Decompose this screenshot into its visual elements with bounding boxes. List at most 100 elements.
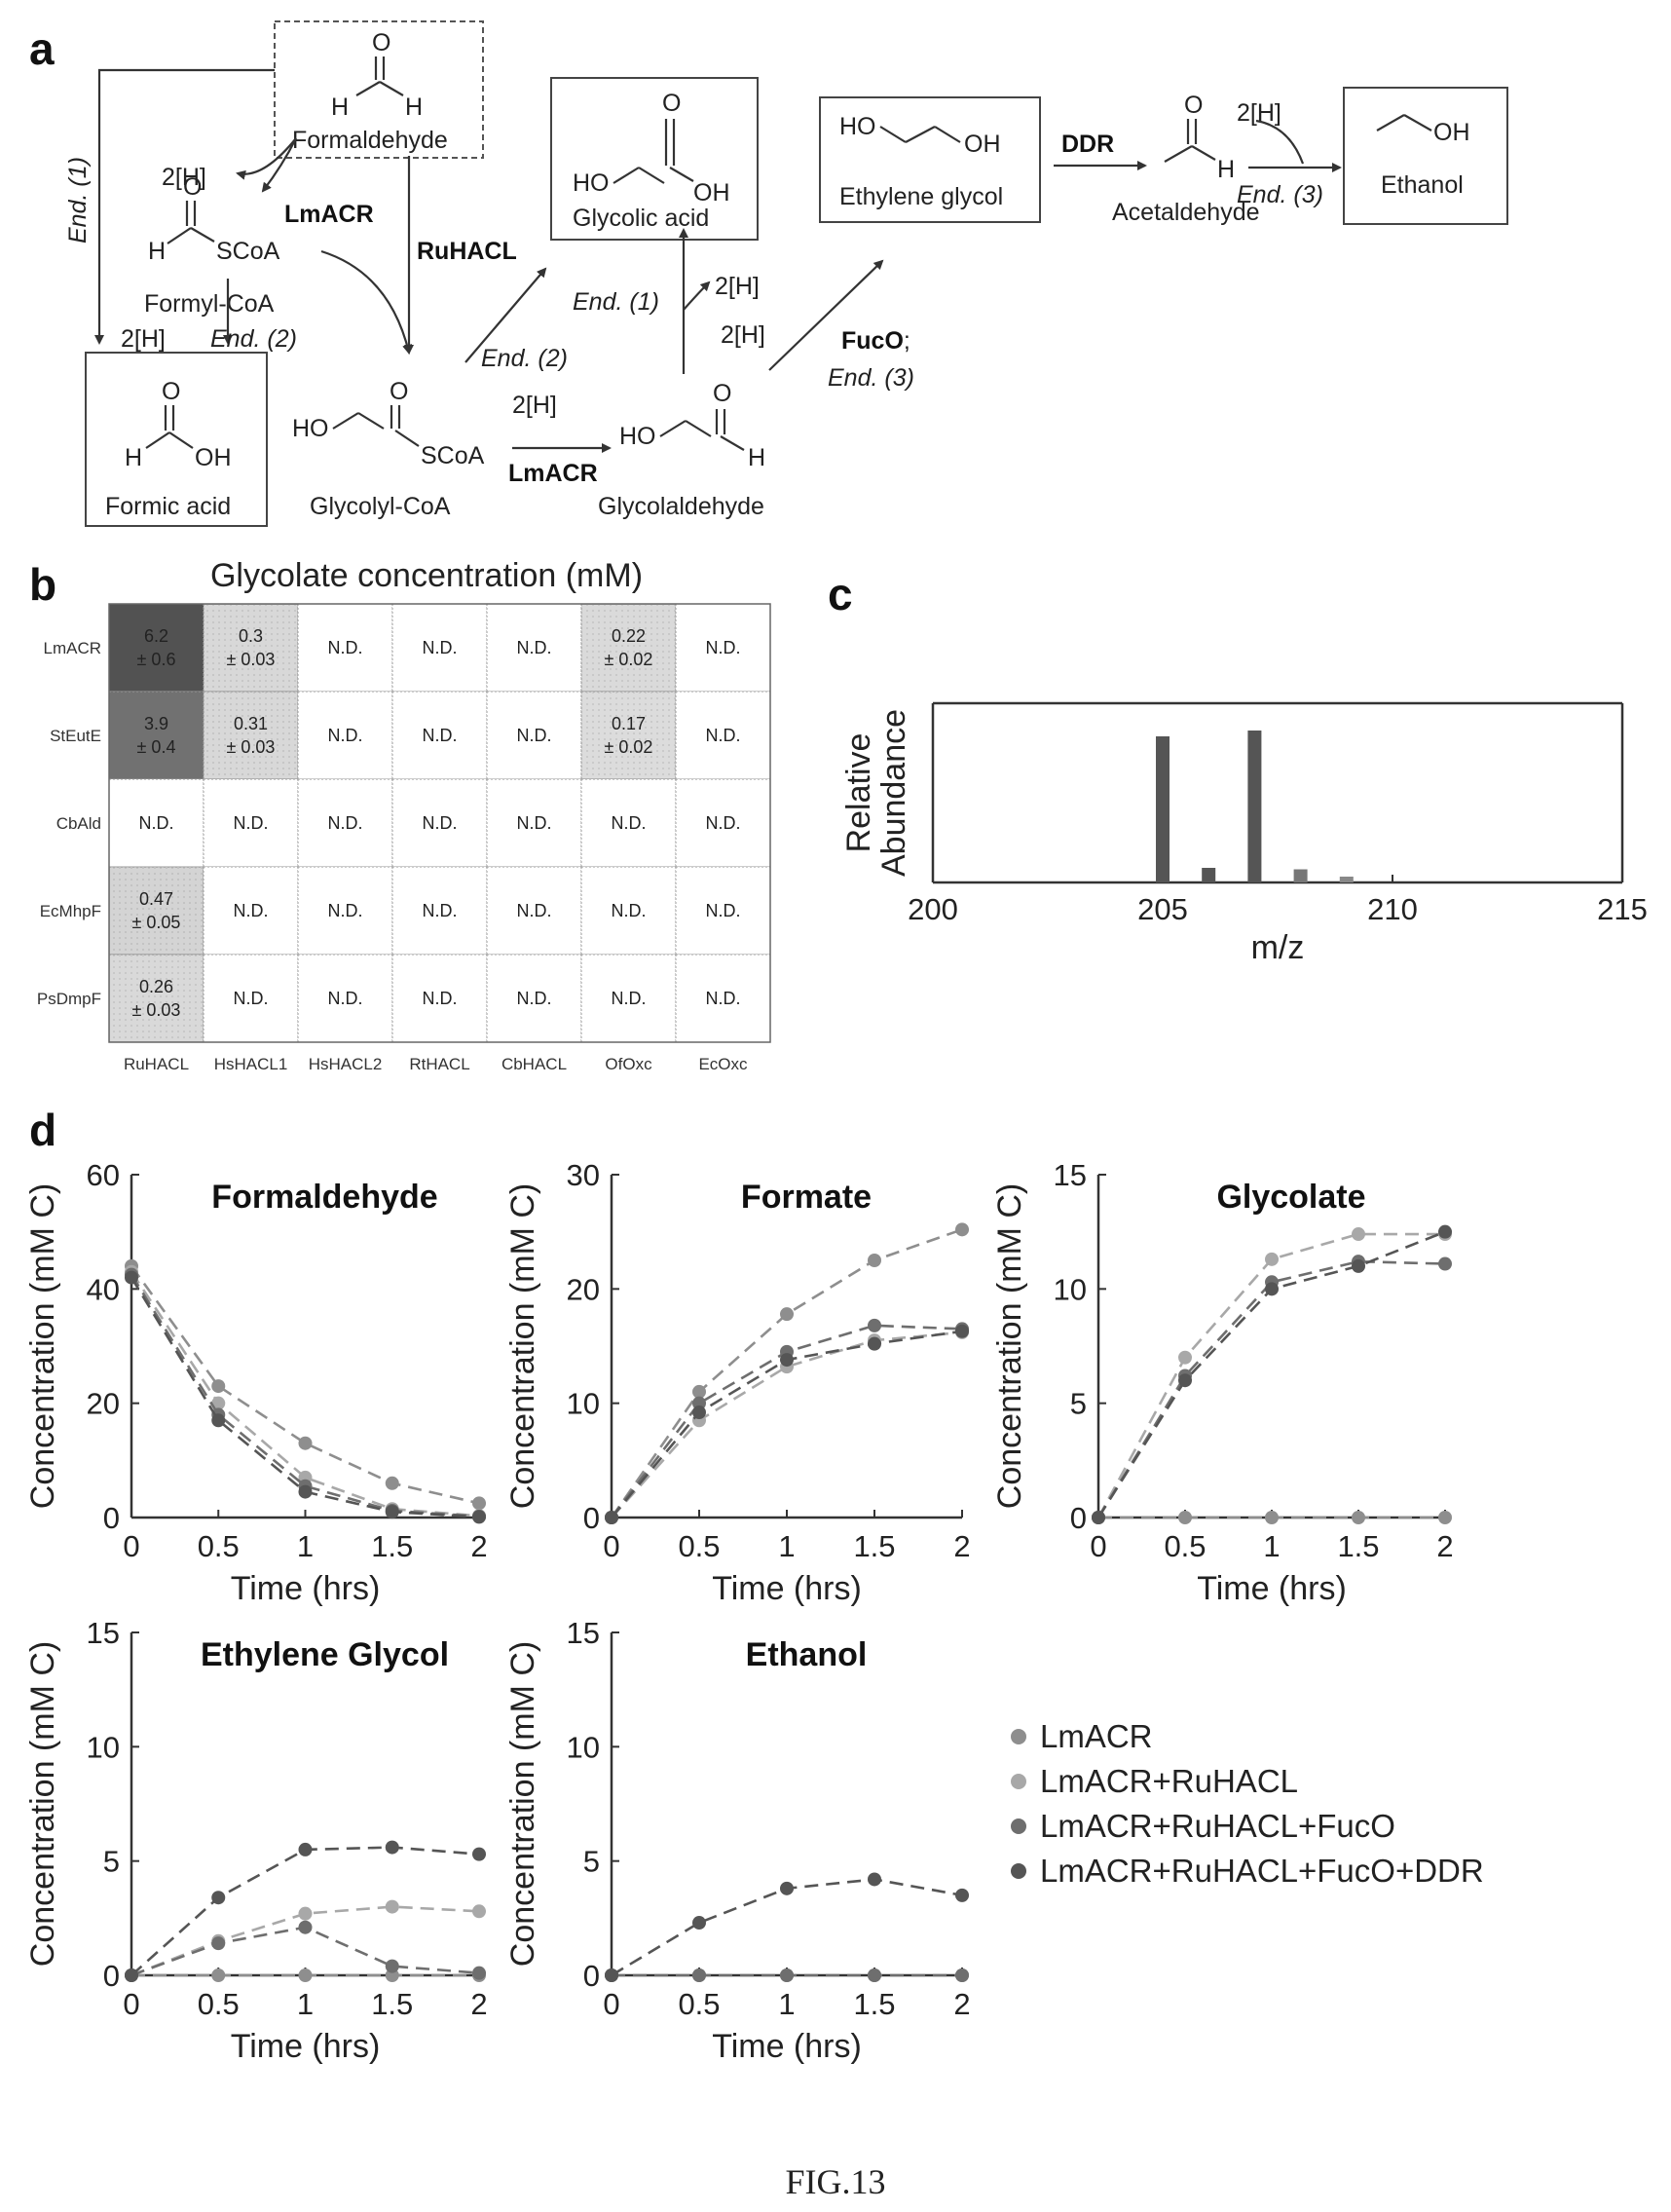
svg-text:OH: OH bbox=[964, 131, 1001, 158]
heatmap-cell-value: N.D. bbox=[612, 813, 647, 833]
data-point bbox=[692, 1406, 706, 1420]
y-tick-label: 20 bbox=[567, 1272, 600, 1306]
heatmap-cell-value: 0.26 bbox=[139, 977, 173, 996]
ddr-label: DDR bbox=[1061, 131, 1114, 158]
heatmap-cell bbox=[391, 691, 488, 780]
x-axis-label: Time (hrs) bbox=[231, 2028, 381, 2065]
legend-marker bbox=[1011, 1729, 1026, 1744]
heatmap-cell-value: 0.17 bbox=[612, 714, 646, 733]
heatmap-cell bbox=[486, 866, 582, 956]
ms-bar bbox=[1156, 736, 1170, 882]
glycolate-heatmap: LmACR StEutE CbAld EcMhpF PsDmpF RuHACL HsHACL… bbox=[37, 603, 771, 1073]
x-tick-label: 0 bbox=[603, 1987, 619, 2021]
heatmap-cell-value: N.D. bbox=[328, 726, 363, 745]
data-point bbox=[780, 1881, 794, 1895]
data-point bbox=[868, 1968, 881, 1982]
x-tick-label: 1 bbox=[778, 1987, 795, 2021]
end3-fuco-label: End. (3) bbox=[828, 364, 914, 392]
heatmap-col-label: CbHACL bbox=[501, 1055, 567, 1073]
ethylene-glycol-name: Ethylene glycol bbox=[839, 183, 1003, 210]
heatmap-cell-value: N.D. bbox=[706, 638, 741, 657]
y-tick-label: 0 bbox=[103, 1959, 120, 1993]
heatmap-col-label: RtHACL bbox=[409, 1055, 469, 1073]
end1-mid-label: End. (1) bbox=[573, 288, 659, 316]
y-tick-label: 5 bbox=[103, 1845, 120, 1879]
data-point bbox=[211, 1891, 226, 1905]
data-point bbox=[1438, 1511, 1452, 1524]
data-point bbox=[298, 1968, 313, 1982]
series-line bbox=[130, 1271, 480, 1518]
data-point bbox=[472, 1496, 486, 1511]
data-point bbox=[1265, 1252, 1279, 1266]
svg-text:H: H bbox=[405, 94, 423, 121]
data-point bbox=[211, 1396, 226, 1410]
data-point bbox=[955, 1968, 969, 1982]
data-point bbox=[385, 1959, 399, 1973]
data-point bbox=[211, 1379, 226, 1394]
y-axis-label: Concentration (mM C) bbox=[24, 1641, 61, 1967]
panel-label-b: b bbox=[29, 559, 56, 610]
heatmap-cell-texture bbox=[204, 693, 297, 778]
plot-ethylene-glycol: 0 5 10 15 0 0.5 1 1.5 2 Ethylene Glycol Time (hrs)… bbox=[24, 1616, 488, 2065]
data-point bbox=[298, 1906, 313, 1921]
legend-label: LmACR+RuHACL+FucO bbox=[1040, 1808, 1395, 1844]
ms-x-tick-label: 200 bbox=[908, 892, 958, 926]
x-tick-label: 2 bbox=[470, 1987, 487, 2021]
acetaldehyde-name: Acetaldehyde bbox=[1112, 199, 1260, 226]
legend-label: LmACR bbox=[1040, 1718, 1153, 1754]
heatmap-cell bbox=[675, 866, 771, 956]
ms-y-axis-label-line1: Relative bbox=[840, 733, 877, 853]
y-tick-label: 10 bbox=[567, 1730, 600, 1764]
svg-text:H: H bbox=[1217, 156, 1235, 183]
acetaldehyde-structure: O H bbox=[1164, 92, 1235, 183]
data-point bbox=[1352, 1227, 1365, 1242]
panel-label-d: d bbox=[29, 1105, 56, 1155]
y-axis-label: Concentration (mM C) bbox=[24, 1183, 61, 1509]
x-tick-label: 0 bbox=[123, 1529, 139, 1563]
heatmap-cell-value: N.D. bbox=[612, 901, 647, 920]
x-axis-label: Time (hrs) bbox=[712, 2028, 862, 2065]
heatmap-cell-value: N.D. bbox=[328, 989, 363, 1008]
x-tick-label: 2 bbox=[953, 1529, 970, 1563]
data-point bbox=[780, 1968, 794, 1982]
heatmap-cell bbox=[486, 954, 582, 1043]
series-line bbox=[1096, 1230, 1446, 1518]
data-point bbox=[211, 1936, 226, 1951]
y-tick-label: 0 bbox=[583, 1959, 600, 1993]
mass-spectrum-chart: 200 205 210 215 m/z RelativeAbundance bbox=[840, 701, 1648, 966]
ms-bar bbox=[1202, 868, 1216, 882]
x-axis-label: Time (hrs) bbox=[712, 1570, 862, 1607]
y-tick-label: 5 bbox=[1070, 1387, 1087, 1421]
series-legend: LmACR LmACR+RuHACL LmACR+RuHACL+FucO LmACR+… bbox=[1011, 1718, 1484, 1889]
heatmap-cell bbox=[203, 778, 299, 868]
data-point bbox=[211, 1413, 226, 1428]
formic-acid-name: Formic acid bbox=[105, 493, 231, 520]
plot-ethanol: 0 5 10 15 0 0.5 1 1.5 2 Ethanol Time (hrs) Concentr… bbox=[504, 1616, 971, 2065]
heatmap-row-label: StEutE bbox=[50, 727, 101, 745]
heatmap-cell bbox=[391, 866, 488, 956]
ms-x-tick-label: 205 bbox=[1137, 892, 1188, 926]
x-tick-label: 1.5 bbox=[1337, 1529, 1379, 1563]
svg-text:O: O bbox=[162, 378, 180, 405]
glycolaldehyde-name: Glycolaldehyde bbox=[598, 493, 764, 520]
data-point bbox=[868, 1336, 881, 1351]
plot-title: Ethylene Glycol bbox=[201, 1636, 449, 1673]
y-tick-label: 15 bbox=[567, 1616, 600, 1650]
x-tick-label: 0 bbox=[1090, 1529, 1106, 1563]
data-point bbox=[1178, 1373, 1192, 1388]
y-axis-label: Concentration (mM C) bbox=[504, 1641, 541, 1967]
heatmap-cell bbox=[486, 778, 582, 868]
y-tick-label: 0 bbox=[1070, 1501, 1087, 1535]
svg-text:HO: HO bbox=[573, 169, 610, 197]
h2-label-glycolyl: 2[H] bbox=[512, 392, 557, 419]
formyl-coa-name: Formyl-CoA bbox=[144, 290, 275, 318]
heatmap-cell bbox=[297, 954, 393, 1043]
plot-glycolate: 0 5 10 15 0 0.5 1 1.5 2 Glycolate Time (hrs) Concen… bbox=[991, 1158, 1454, 1607]
h2-label-fuco: 2[H] bbox=[721, 321, 765, 349]
data-point bbox=[1178, 1350, 1192, 1365]
heatmap-cell-value: N.D. bbox=[328, 813, 363, 833]
heatmap-cell-error: ± 0.02 bbox=[605, 650, 653, 669]
x-tick-label: 2 bbox=[470, 1529, 487, 1563]
heatmap-cell-value: 0.22 bbox=[612, 626, 646, 646]
